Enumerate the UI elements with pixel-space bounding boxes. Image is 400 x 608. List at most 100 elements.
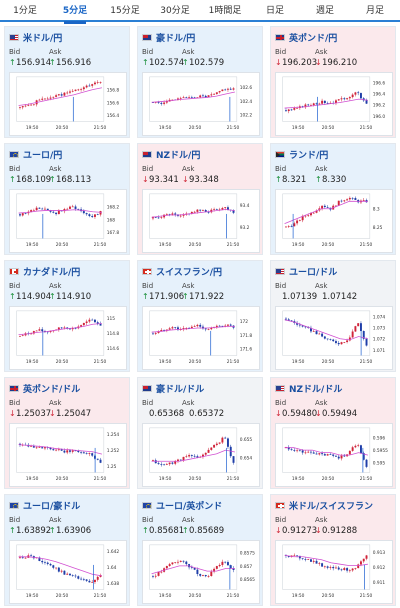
- mini-chart[interactable]: 168.2 168 167.8 19:50 20:50 21:50: [9, 189, 127, 253]
- tab-8[interactable]: 月足: [365, 6, 384, 16]
- rate-panel[interactable]: 米ドル/円 Bid Ask ↑156.914 ↑156.916 156.8 156.6 156…: [4, 26, 130, 138]
- candle: [80, 325, 83, 327]
- candle: [193, 326, 196, 327]
- pair-name[interactable]: 豪ドル/ドル: [156, 384, 205, 395]
- pair-name[interactable]: ユーロ/円: [23, 150, 63, 161]
- pair-name[interactable]: 豪ドル/円: [156, 33, 196, 44]
- candle: [213, 93, 216, 95]
- ask-value: 196.210: [322, 58, 358, 68]
- ask-value: 0.59494: [322, 409, 358, 419]
- pair-name[interactable]: ユーロ/英ポンド: [156, 501, 223, 512]
- candle: [362, 331, 365, 339]
- mini-chart[interactable]: 102.6 102.4 102.2 19:50 20:50 21:50: [142, 72, 260, 136]
- tab-1[interactable]: 1分足: [13, 6, 37, 16]
- tab-4[interactable]: 30分足: [160, 6, 190, 16]
- pair-name[interactable]: 米ドル/スイスフラン: [289, 501, 374, 512]
- candle: [312, 452, 315, 454]
- y-tick-label: 171.8: [240, 333, 253, 339]
- mini-chart[interactable]: 1.254 1.252 1.25 19:50 20:50 21:50: [9, 423, 127, 487]
- mini-chart[interactable]: 0.596 0.5955 0.595 19:50 20:50 21:50: [275, 423, 393, 487]
- pair-name[interactable]: NZドル/円: [156, 150, 201, 161]
- mini-chart[interactable]: 156.8 156.6 156.4 19:50 20:50 21:50: [9, 72, 127, 136]
- candle: [304, 559, 307, 560]
- candle: [293, 555, 296, 557]
- mini-chart[interactable]: 0.655 0.654 19:50 20:50 21:50: [142, 423, 260, 487]
- mini-chart[interactable]: 172 171.8 171.6 19:50 20:50 21:50: [142, 306, 260, 370]
- candle: [74, 450, 77, 452]
- pair-name[interactable]: 米ドル/円: [23, 33, 63, 44]
- panel-header: NZドル/円: [142, 148, 201, 161]
- candle: [96, 214, 99, 216]
- candle: [199, 95, 202, 98]
- mini-chart[interactable]: 115 114.8 114.6 19:50 20:50 21:50: [9, 306, 127, 370]
- candle: [63, 327, 66, 329]
- ask-value: 0.65372: [189, 409, 225, 419]
- bid-label: Bid: [142, 516, 154, 524]
- candle: [323, 566, 326, 568]
- tab-7[interactable]: 週足: [315, 6, 334, 16]
- candle: [66, 92, 69, 94]
- rate-panel[interactable]: NZドル/円 Bid Ask ↓93.341 ↓93.348 93.4 93.2 19:50 2…: [137, 143, 263, 255]
- tab-2[interactable]: 5分足: [50, 0, 100, 24]
- candle: [24, 213, 27, 214]
- rate-panel[interactable]: NZドル/ドル Bid Ask ↓0.59480 ↓0.59494 0.596 0.5955…: [270, 377, 396, 489]
- candle: [304, 452, 307, 454]
- pair-name[interactable]: スイスフラン/円: [156, 267, 223, 278]
- candle: [88, 453, 91, 455]
- bid-price: ↑171.906: [142, 292, 184, 302]
- bid-price: ↑156.914: [9, 58, 51, 68]
- bid-value: 0.85681: [149, 526, 185, 536]
- moving-average-line: [18, 87, 102, 106]
- mini-chart[interactable]: 1.074 1.073 1.072 1.071 19:50 20:50 21:50: [275, 306, 393, 370]
- candle: [346, 98, 349, 100]
- candle: [351, 197, 354, 199]
- mini-chart[interactable]: 8.3 8.25 19:50 20:50 21:50: [275, 189, 393, 253]
- bid-value: 93.341: [149, 175, 179, 185]
- mini-chart[interactable]: 196.6 196.4 196.2 196.0 19:50 20:50 21:50: [275, 72, 393, 136]
- rate-panel[interactable]: カナダドル/円 Bid Ask ↑114.904 ↑114.910 115 114.8 114…: [4, 260, 130, 372]
- rate-panel[interactable]: ユーロ/豪ドル Bid Ask ↑1.63892 ↑1.63906 1.642 1.64 1.…: [4, 494, 130, 606]
- rate-panel[interactable]: ユーロ/ドル Bid Ask 1.07139 1.07142 1.074 1.073 1.07…: [270, 260, 396, 372]
- bid-value: 114.904: [16, 292, 52, 302]
- pair-name[interactable]: NZドル/ドル: [289, 384, 343, 395]
- pair-name[interactable]: 英ポンド/ドル: [23, 384, 81, 395]
- ask-price: ↑102.579: [182, 58, 224, 68]
- candle: [213, 444, 216, 448]
- rate-panel[interactable]: スイスフラン/円 Bid Ask ↑171.906 ↑171.922 172 171.8 17…: [137, 260, 263, 372]
- candle: [185, 97, 188, 98]
- mini-chart[interactable]: 0.913 0.912 0.911 19:50 20:50 21:50: [275, 540, 393, 604]
- rate-panel[interactable]: ランド/円 Bid Ask ↑8.321 ↑8.330 8.3 8.25 19:50 20:50…: [270, 143, 396, 255]
- mini-chart[interactable]: 0.8575 0.857 0.8565 19:50 20:50 21:50: [142, 540, 260, 604]
- tab-3[interactable]: 15分足: [110, 6, 140, 16]
- pair-name[interactable]: ランド/円: [289, 150, 329, 161]
- rate-panel[interactable]: 米ドル/スイスフラン Bid Ask ↓0.91273 ↓0.91288 0.913 0.9…: [270, 494, 396, 606]
- candle: [215, 325, 218, 327]
- ask-price: ↑1.63906: [49, 526, 91, 536]
- candle: [287, 109, 290, 112]
- tab-5[interactable]: 1時間足: [208, 6, 242, 16]
- candle: [224, 207, 227, 209]
- mini-chart[interactable]: 1.642 1.64 1.638 19:50 20:50 21:50: [9, 540, 127, 604]
- rate-panel[interactable]: 英ポンド/円 Bid Ask ↓196.203 ↓196.210 196.6 196.4 19…: [270, 26, 396, 138]
- rate-panel[interactable]: 豪ドル/ドル Bid Ask 0.65368 0.65372 0.655 0.654 19:5…: [137, 377, 263, 489]
- mini-chart[interactable]: 93.4 93.2 19:50 20:50 21:50: [142, 189, 260, 253]
- rate-panel[interactable]: ユーロ/英ポンド Bid Ask ↑0.85681 ↑0.85689 0.8575 0.85…: [137, 494, 263, 606]
- ask-value: 156.916: [56, 58, 92, 68]
- candle: [296, 450, 299, 452]
- y-tick-label: 1.073: [373, 326, 386, 332]
- ask-arrow-icon: ↑: [49, 175, 56, 184]
- candle: [91, 319, 94, 321]
- candle: [323, 205, 326, 207]
- candle: [96, 82, 99, 83]
- tab-6[interactable]: 日足: [265, 6, 284, 16]
- candle: [171, 99, 174, 101]
- pair-name[interactable]: カナダドル/円: [23, 267, 81, 278]
- candle: [96, 322, 99, 324]
- pair-name[interactable]: ユーロ/豪ドル: [23, 501, 81, 512]
- rate-panel[interactable]: ユーロ/円 Bid Ask ↑168.109 ↑168.113 168.2 168 167.8…: [4, 143, 130, 255]
- pair-name[interactable]: 英ポンド/円: [289, 33, 338, 44]
- rate-panel[interactable]: 英ポンド/ドル Bid Ask ↓1.25037 ↓1.25047 1.254 1.252 1…: [4, 377, 130, 489]
- rate-panel[interactable]: 豪ドル/円 Bid Ask ↑102.574 ↑102.579 102.6 102.4 102…: [137, 26, 263, 138]
- y-tick-label: 0.912: [373, 565, 386, 571]
- pair-name[interactable]: ユーロ/ドル: [289, 267, 338, 278]
